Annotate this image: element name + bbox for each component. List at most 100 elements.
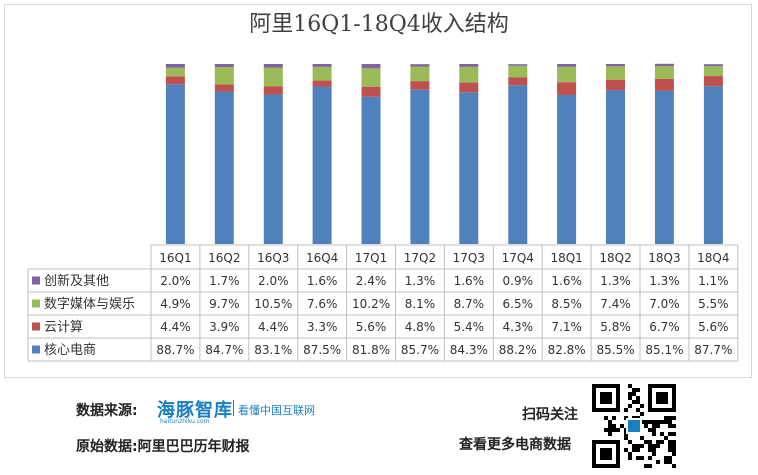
bar-segment xyxy=(312,66,332,81)
bar-segment xyxy=(263,86,283,95)
category-label: 17Q1 xyxy=(355,251,387,265)
bar-segment xyxy=(508,77,528,86)
data-label: 5.8% xyxy=(600,320,631,334)
bar-segment xyxy=(557,94,577,245)
stacked-bar-chart: 16Q1 16Q2 16Q3 16Q4 17Q1 17Q2 17Q3 17Q4 18Q1 18Q2… xyxy=(27,63,739,362)
category-label: 17Q3 xyxy=(453,251,485,265)
bar-segment xyxy=(165,67,185,77)
bar-segment xyxy=(361,64,381,69)
bar-segment xyxy=(703,66,723,77)
bar-segment xyxy=(703,86,723,244)
qr-code-icon[interactable] xyxy=(592,384,676,468)
category-label: 17Q4 xyxy=(502,251,534,265)
bar-segment xyxy=(361,96,381,244)
bar-segment xyxy=(557,64,577,67)
data-label: 85.1% xyxy=(645,343,683,357)
data-label: 8.5% xyxy=(551,297,582,311)
data-label: 4.9% xyxy=(160,297,191,311)
bar-segment xyxy=(312,86,332,244)
data-label: 4.3% xyxy=(503,320,534,334)
data-label: 82.8% xyxy=(548,343,586,357)
data-label: 87.7% xyxy=(694,343,732,357)
bar-segment xyxy=(459,66,479,83)
legend-swatch xyxy=(32,322,40,331)
bar-segment xyxy=(214,91,234,244)
legend-swatch xyxy=(32,345,40,354)
data-label: 8.1% xyxy=(405,297,436,311)
data-label: 6.7% xyxy=(649,320,680,334)
data-label: 84.3% xyxy=(450,343,488,357)
data-label: 1.3% xyxy=(600,274,631,288)
bar-segment xyxy=(263,64,283,68)
data-label: 5.5% xyxy=(698,297,729,311)
bar-segment xyxy=(410,81,430,90)
data-label: 10.2% xyxy=(352,297,390,311)
bar-segment xyxy=(410,66,430,82)
bar-segment xyxy=(606,79,625,91)
bar-segment xyxy=(654,66,674,79)
bar-segment xyxy=(165,64,185,68)
data-label: 4.4% xyxy=(160,320,191,334)
data-label: 88.2% xyxy=(499,343,537,357)
bar-segment xyxy=(703,64,723,67)
bar-segment xyxy=(459,92,479,244)
data-label: 8.7% xyxy=(454,297,485,311)
data-label: 1.7% xyxy=(209,274,240,288)
data-label: 88.7% xyxy=(156,343,194,357)
legend-swatch xyxy=(32,299,40,308)
data-label: 5.6% xyxy=(698,320,729,334)
data-label: 1.3% xyxy=(649,274,680,288)
data-label: 84.7% xyxy=(205,343,243,357)
bar-segment xyxy=(165,76,185,85)
data-label: 7.6% xyxy=(307,297,338,311)
data-label: 1.3% xyxy=(405,274,436,288)
data-label: 3.9% xyxy=(209,320,240,334)
data-label: 4.4% xyxy=(258,320,289,334)
category-label: 18Q4 xyxy=(697,251,729,265)
bar-segment xyxy=(410,64,430,67)
bar-segment xyxy=(214,64,234,68)
bar-segment xyxy=(361,68,381,87)
data-label: 1.6% xyxy=(454,274,485,288)
bar-segment xyxy=(654,78,674,91)
category-label: 18Q1 xyxy=(550,251,582,265)
bar-segment xyxy=(508,64,528,66)
data-label: 10.5% xyxy=(254,297,292,311)
data-label: 4.8% xyxy=(405,320,436,334)
data-label: 3.3% xyxy=(307,320,338,334)
bar-segment xyxy=(654,63,674,67)
bar-group xyxy=(165,63,723,245)
data-label: 1.6% xyxy=(551,274,582,288)
data-label: 5.6% xyxy=(356,320,387,334)
bar-segment xyxy=(312,64,332,67)
category-label: 16Q3 xyxy=(257,251,289,265)
bar-segment xyxy=(263,94,283,244)
bar-segment xyxy=(165,84,185,244)
category-label: 18Q2 xyxy=(599,251,631,265)
bar-segment xyxy=(214,67,234,85)
data-label: 81.8% xyxy=(352,343,390,357)
data-label: 2.4% xyxy=(356,274,387,288)
brand-slogan: 看懂中国互联网 xyxy=(238,404,315,417)
origin-label: 原始数据:阿里巴巴历年财报 xyxy=(76,439,250,455)
legend-label: 核心电商 xyxy=(44,343,96,358)
legend-label: 云计算 xyxy=(44,320,83,335)
scan-label: 扫码关注 xyxy=(522,407,578,423)
bar-segment xyxy=(557,66,577,83)
bar-segment xyxy=(459,64,479,67)
bar-segment xyxy=(606,90,625,244)
data-label: 1.6% xyxy=(307,274,338,288)
legend-swatch xyxy=(32,276,40,285)
category-label: 16Q4 xyxy=(306,251,338,265)
data-label: 85.5% xyxy=(596,343,634,357)
data-label: 7.0% xyxy=(649,297,680,311)
data-label: 1.1% xyxy=(698,274,729,288)
data-label: 9.7% xyxy=(209,297,240,311)
bar-segment xyxy=(214,84,234,92)
data-label: 5.4% xyxy=(454,320,485,334)
data-label: 7.1% xyxy=(551,320,582,334)
category-label: 18Q3 xyxy=(648,251,680,265)
bar-segment xyxy=(606,64,625,67)
brand-url: haitunzhiku.com xyxy=(160,418,210,425)
category-label: 16Q2 xyxy=(208,251,240,265)
